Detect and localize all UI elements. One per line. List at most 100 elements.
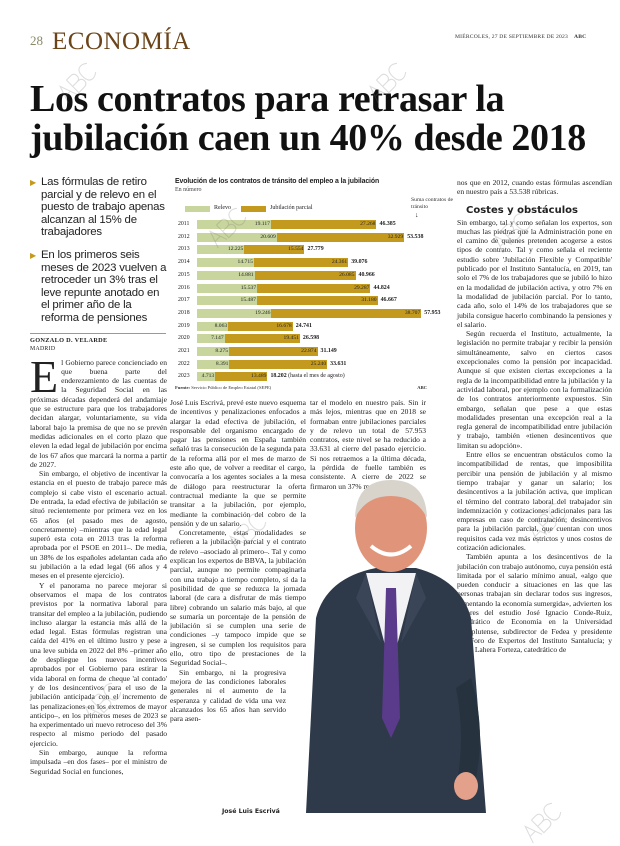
tick-label: 2016 xyxy=(178,284,190,291)
bar-jubilacion-parcial: 24.361 xyxy=(253,258,349,268)
chart-row-2022: 2022 8.391 25.240 33.631 xyxy=(175,359,445,369)
chart-row-2013: 2013 12.225 15.554 27.779 xyxy=(175,245,445,255)
bar-relevo: 8.391 xyxy=(197,359,230,369)
bar-jubilacion-parcial: 13.489 xyxy=(215,372,268,382)
tick-label: 2019 xyxy=(178,322,190,329)
bar-jubilacion-parcial: 19.451 xyxy=(224,334,300,344)
bar-jubilacion-parcial: 32.929 xyxy=(276,232,405,242)
dateline: MIÉRCOLES, 27 DE SEPTIEMBRE DE 2023 ABC xyxy=(455,34,586,40)
legend-label-relevo: Relevo xyxy=(214,205,231,211)
paragraph: Sin embargo, el objetivo de incentivar l… xyxy=(30,469,167,581)
headline: Los contratos para retrasar la jubilació… xyxy=(30,78,586,159)
bar-jubilacion-parcial: 38.707 xyxy=(271,308,422,318)
body-column-2: José Luis Escrivá, prevé este nuevo esqu… xyxy=(170,398,306,816)
total-label: 39.076 xyxy=(351,259,368,266)
chart-row-2011: 2011 19.117 27.268 46.385 xyxy=(175,220,445,229)
tick-label: 2023 xyxy=(178,373,190,380)
paragraph-text: Entre ellos se encuentran obstáculos com… xyxy=(457,450,612,552)
standfirst-item: ▶ En los primeros seis meses de 2023 vuel… xyxy=(30,249,168,325)
legend-swatch-jubilacion-parcial xyxy=(241,205,266,212)
tick-label: 2015 xyxy=(178,271,190,278)
tick-label: 2021 xyxy=(178,348,190,354)
chart-row-2012: 2012 20.609 32.929 53.538 xyxy=(175,232,445,242)
page-number: 28 xyxy=(30,33,43,48)
paragraph: Sin embargo, aunque la reforma impulsada… xyxy=(30,748,167,776)
paragraph: Sin embargo, tal y como señalan los expe… xyxy=(457,217,612,329)
bar-relevo: 8.063 xyxy=(197,321,229,331)
portrait-photo xyxy=(286,468,496,813)
chart-row-2019: 2019 8.063 16.678 24.741 xyxy=(175,321,445,331)
divider xyxy=(30,332,166,334)
paragraph: Entre ellos se encuentran obstáculos com… xyxy=(457,450,612,552)
chart-bars: 2011 19.117 27.268 46.385 2012 20.609 32.929 53… xyxy=(175,220,445,385)
standfirst-text: En los primeros seis meses de 2023 vuelv… xyxy=(41,248,167,324)
standfirst-text: Las fórmulas de retiro parcial y de rele… xyxy=(41,176,165,239)
byline-author: GONZALO D. VELARDE xyxy=(30,336,108,344)
brand: ABC xyxy=(573,34,587,40)
bar-relevo: 15.487 xyxy=(197,296,257,306)
bar-relevo: 14.881 xyxy=(197,270,255,280)
bar-jubilacion-parcial: 27.268 xyxy=(270,220,377,229)
total-label: 44.824 xyxy=(373,284,390,291)
bar-jubilacion-parcial: 15.554 xyxy=(244,245,305,255)
total-label: 27.779 xyxy=(307,246,324,253)
subheading: Costes y obstáculos xyxy=(466,204,578,216)
total-label: 40.966 xyxy=(358,271,375,278)
tick-label: 2018 xyxy=(178,309,190,316)
bar-relevo: 19.246 xyxy=(197,308,272,318)
legend-label-jubilacion-parcial: Jubilación parcial xyxy=(270,205,313,211)
bar-jubilacion-parcial: 22.874 xyxy=(229,347,318,356)
total-note: Suma contratos de tránsito xyxy=(411,197,454,210)
chart-row-2018: 2018 19.246 38.707 57.953 xyxy=(175,308,445,318)
standfirst-item: ▶ Las fórmulas de retiro parcial y de rel… xyxy=(30,176,168,239)
total-label: 46.667 xyxy=(380,297,397,304)
chart-row-2016: 2016 15.537 29.287 44.824 xyxy=(175,283,445,293)
chart-title: Evolución de los contratos de tránsito d… xyxy=(175,178,380,185)
bar-jubilacion-parcial: 29.287 xyxy=(257,283,371,293)
paragraph-text: l Gobierno parece concienciado en que bu… xyxy=(30,357,167,469)
bar-relevo: 14.715 xyxy=(197,258,254,268)
source-text: Servicio Público de Empleo Estatal (SEPE… xyxy=(191,385,272,390)
chart-row-2014: 2014 14.715 24.361 39.076 xyxy=(175,258,445,268)
tick-label: 2022 xyxy=(178,360,190,367)
tick-label: 2020 xyxy=(178,335,190,342)
total-label: 33.631 xyxy=(330,360,347,367)
paragraph: Sin embargo, ni la progresiva mejora de … xyxy=(170,667,286,724)
total-label: 24.741 xyxy=(295,322,312,329)
chart-legend: Relevo Jubilación parcial xyxy=(185,205,312,212)
total-note-2023: (hasta el mes de agosto) xyxy=(286,373,345,380)
bar-jubilacion-parcial: 26.085 xyxy=(254,270,356,280)
tick-label: 2013 xyxy=(178,246,190,253)
chart-row-2023: 2023 4.713 13.489 18.202 (hasta el mes de a… xyxy=(175,372,445,382)
bar-jubilacion-parcial: 16.678 xyxy=(228,321,293,331)
bar-relevo: 12.225 xyxy=(197,245,245,255)
chart-source: Fuente: Servicio Público de Empleo Estat… xyxy=(175,385,427,391)
tick-label: 2014 xyxy=(178,259,190,266)
paragraph: tar el modelo en nuestro país. Sin ir má… xyxy=(310,398,426,491)
total-label: 18.202 (hasta el mes de agosto) xyxy=(270,373,345,380)
standfirst: ▶ Las fórmulas de retiro parcial y de rel… xyxy=(30,176,168,325)
paragraph: Según recuerda el Instituto, actualmente… xyxy=(457,329,612,450)
paragraph: Y el panorama no parece mejorar si obser… xyxy=(30,580,167,748)
left-column: ▶ Las fórmulas de retiro parcial y de rel… xyxy=(30,176,168,776)
bar-relevo: 15.537 xyxy=(197,283,258,293)
byline-place: MADRID xyxy=(30,345,56,352)
bar-jubilacion-parcial: 31.180 xyxy=(256,296,378,306)
paragraph: José Luis Escrivá, prevé este nuevo esqu… xyxy=(170,398,306,528)
tick-label: 2012 xyxy=(178,233,190,240)
triangle-bullet-icon: ▶ xyxy=(30,178,36,187)
chart-credit: ABC xyxy=(417,385,427,390)
triangle-bullet-icon: ▶ xyxy=(30,250,36,260)
total-label: 46.385 xyxy=(379,221,396,227)
chart-row-2015: 2015 14.881 26.085 40.966 xyxy=(175,270,445,280)
drop-cap: E xyxy=(30,350,59,402)
paragraph-text: También apunta a los desincentivos de la… xyxy=(457,552,612,655)
chart: Evolución de los contratos de tránsito d… xyxy=(175,178,453,398)
total-label: 53.538 xyxy=(407,233,424,240)
bar-relevo: 19.117 xyxy=(197,220,271,229)
tick-label: 2011 xyxy=(178,221,190,227)
bar-jubilacion-parcial: 25.240 xyxy=(229,359,328,369)
total-label: 31.149 xyxy=(320,348,337,354)
